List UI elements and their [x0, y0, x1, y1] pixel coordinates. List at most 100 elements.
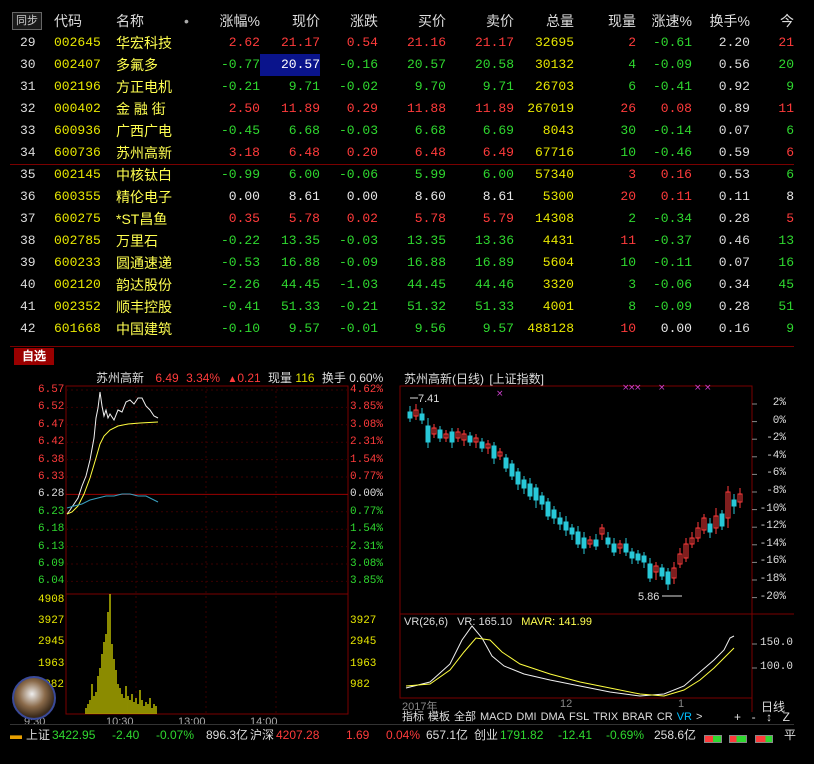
- cy-amount: 258.6亿: [654, 728, 697, 742]
- total-volume: 67716: [534, 145, 574, 160]
- table-row[interactable]: 41 002352 顺丰控股 -0.41 51.33 -0.21 51.32 51.33 400…: [10, 296, 794, 318]
- header-code[interactable]: 代码: [54, 13, 82, 29]
- table-row[interactable]: 42 601668 中国建筑 -0.10 9.57 -0.01 9.56 9.57 488128…: [10, 318, 794, 340]
- event-marker: ×: [496, 389, 504, 399]
- total-volume: 26703: [534, 79, 574, 94]
- indicator-tab-全部[interactable]: 全部: [454, 711, 476, 723]
- candle-body: [575, 531, 581, 545]
- header-bid[interactable]: 买价: [418, 13, 446, 29]
- daily-kline-chart[interactable]: 7.415.86×××× × × ×: [399, 368, 794, 722]
- up-arrow-icon: ▲: [227, 374, 238, 385]
- row-index: 39: [20, 255, 36, 270]
- indicator-tab-brar[interactable]: BRAR: [622, 711, 653, 723]
- more-indicators-button[interactable]: >: [696, 711, 703, 723]
- table-row[interactable]: 32 000402 金 融 街 2.50 11.89 0.29 11.88 11.89 2670…: [10, 98, 794, 120]
- header-price[interactable]: 现价: [292, 13, 320, 29]
- total-volume: 4431: [542, 233, 574, 248]
- ask-price: 8.61: [482, 189, 514, 204]
- table-row[interactable]: 37 600275 *ST昌鱼 0.35 5.78 0.02 5.78 5.79 14308 2 -…: [10, 208, 794, 230]
- change: -0.03: [338, 123, 378, 138]
- total-volume: 5604: [542, 255, 574, 270]
- indicator-tab-模板[interactable]: 模板: [428, 711, 450, 723]
- table-row[interactable]: 34 600736 苏州高新 3.18 6.48 0.20 6.48 6.49 67716 10 -…: [10, 142, 794, 164]
- index-overlay-label[interactable]: [上证指数]: [489, 372, 545, 386]
- volume-tick: 1963: [38, 657, 65, 670]
- event-marker: ×: [694, 383, 702, 393]
- cy-pct: -0.69%: [606, 728, 645, 742]
- table-row[interactable]: 40 002120 韵达股份 -2.26 44.45 -1.03 44.45 44.46 332…: [10, 274, 794, 296]
- sh-pct: -0.07%: [156, 728, 195, 742]
- intraday-panel: 苏州高新 6.49 3.34% ▲0.21 现量 116 换手 0.60% 6.…: [10, 368, 396, 728]
- table-row[interactable]: 29 002645 华宏科技 2.62 21.17 0.54 21.16 21.17 32695…: [10, 32, 794, 54]
- header-turnover[interactable]: 换手%: [709, 13, 750, 29]
- header-cur-vol[interactable]: 现量: [608, 13, 636, 29]
- header-speed[interactable]: 涨速%: [651, 13, 692, 29]
- daily-title: 苏州高新(日线) [上证指数]: [404, 370, 544, 387]
- indicator-tab-vr[interactable]: VR: [676, 711, 692, 723]
- pct-tick: 3.08%: [350, 418, 384, 431]
- indicator-tab-dma[interactable]: DMA: [540, 711, 566, 723]
- zoom-in-button[interactable]: +: [734, 710, 742, 724]
- tab-watchlist[interactable]: 自选: [14, 348, 55, 365]
- price: 6.48: [288, 145, 320, 160]
- indicator-tab-dmi[interactable]: DMI: [516, 711, 537, 723]
- turnover: 0.59: [718, 145, 750, 160]
- stock-name: 金 融 街: [116, 101, 166, 117]
- stretch-button[interactable]: ↕: [766, 710, 773, 724]
- intraday-chart[interactable]: [10, 368, 396, 722]
- daily-panel: 苏州高新(日线) [上证指数] 2% 0% -2% -4% -6% -8% -10% -12%…: [399, 368, 794, 722]
- indicator-tab-cr[interactable]: CR: [656, 711, 673, 723]
- header-name[interactable]: 名称: [116, 13, 144, 29]
- zoom-out-button[interactable]: -: [751, 710, 756, 724]
- indicator-tab-fsl[interactable]: FSL: [569, 711, 590, 723]
- table-row[interactable]: 38 002785 万里石 -0.22 13.35 -0.03 13.35 13.36 4431…: [10, 230, 794, 252]
- daily-pct-tick: -18%: [759, 573, 786, 585]
- nav-buttons: + - ↕ Z: [734, 708, 794, 726]
- header-ask[interactable]: 卖价: [486, 13, 514, 29]
- period-label[interactable]: 日线: [760, 700, 785, 714]
- turnover: 0.28: [718, 211, 750, 226]
- ask-price: 6.69: [482, 123, 514, 138]
- indicator-tab-指标[interactable]: 指标: [402, 711, 424, 723]
- high-price-label: 7.41: [418, 393, 439, 405]
- change: -0.09: [338, 255, 378, 270]
- bid-price: 5.99: [414, 167, 446, 182]
- edge-column: 11: [778, 101, 794, 116]
- bid-price: 8.60: [414, 189, 446, 204]
- table-row[interactable]: 30 002407 多氟多 -0.77 20.57 -0.16 20.57 20.58 3013…: [10, 54, 794, 76]
- turnover: 0.07: [718, 255, 750, 270]
- low-price-label: 5.86: [638, 591, 659, 603]
- current-volume: 3: [628, 277, 636, 292]
- sh-label[interactable]: 上证: [26, 728, 51, 742]
- total-volume: 488128: [527, 321, 574, 336]
- header-change[interactable]: 涨跌: [350, 13, 378, 29]
- price-speed: -0.61: [652, 35, 692, 50]
- ask-price: 16.89: [474, 255, 514, 270]
- stock-name: *ST昌鱼: [116, 211, 168, 227]
- hs-label[interactable]: 沪深: [250, 728, 275, 742]
- header-edge[interactable]: 今: [780, 13, 794, 29]
- table-row[interactable]: 39 600233 圆通速递 -0.53 16.88 -0.09 16.88 16.89 560…: [10, 252, 794, 274]
- avatar[interactable]: [12, 676, 56, 720]
- table-row[interactable]: 36 600355 精伦电子 0.00 8.61 0.00 8.60 8.61 5300 20 0.…: [10, 186, 794, 208]
- current-volume: 10: [620, 255, 636, 270]
- candle-body: [653, 565, 659, 573]
- table-row[interactable]: 35 002145 中核钛白 -0.99 6.00 -0.06 5.99 6.00 57340 3…: [10, 164, 794, 186]
- daily-pct-tick: -4%: [766, 449, 786, 462]
- folder-icon[interactable]: ▬: [10, 728, 22, 742]
- stock-table: 同步 代码 名称 • 涨幅% 现价 涨跌 买价 卖价 总量 现量 涨速% 换手%…: [10, 10, 794, 342]
- candle-body: [485, 443, 491, 449]
- cy-label[interactable]: 创业: [474, 728, 499, 742]
- header-chg-pct[interactable]: 涨幅%: [219, 13, 260, 29]
- indicator-tab-trix[interactable]: TRIX: [593, 711, 619, 723]
- current-volume: 26: [620, 101, 636, 116]
- total-volume: 5300: [542, 189, 574, 204]
- z-button[interactable]: Z: [782, 710, 790, 724]
- table-row[interactable]: 31 002196 方正电机 -0.21 9.71 -0.02 9.70 9.71 26703 6…: [10, 76, 794, 98]
- indicator-tab-macd[interactable]: MACD: [480, 711, 513, 723]
- volume-tick: 3927: [38, 615, 65, 628]
- sync-button[interactable]: 同步: [12, 12, 42, 30]
- header-volume[interactable]: 总量: [546, 13, 574, 29]
- table-row[interactable]: 33 600936 广西广电 -0.45 6.68 -0.03 6.68 6.69 8043 30…: [10, 120, 794, 142]
- event-marker: ×: [622, 383, 630, 393]
